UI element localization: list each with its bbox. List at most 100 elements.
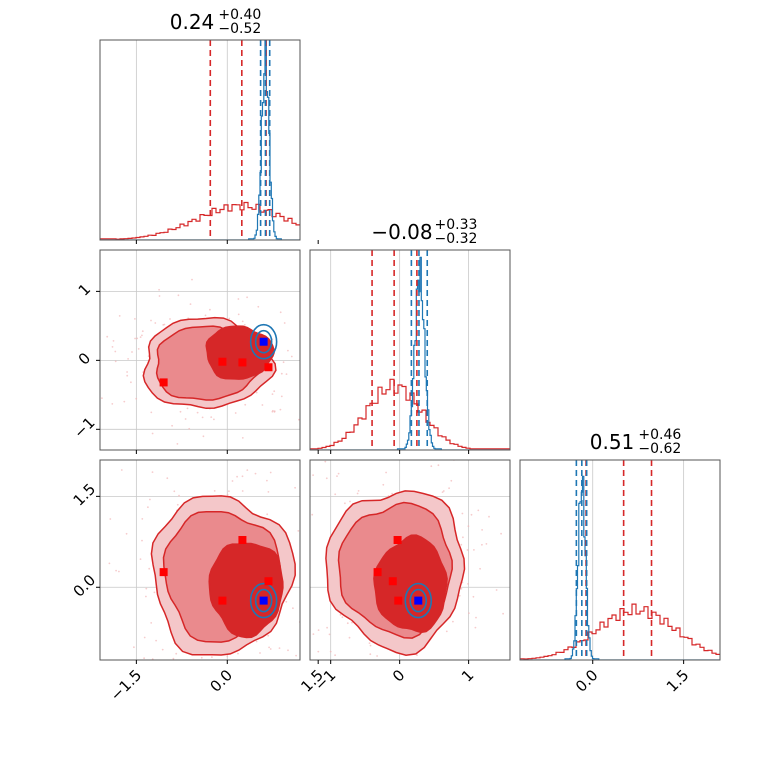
sample-point — [416, 654, 418, 657]
sample-point — [468, 612, 470, 614]
sample-point — [134, 318, 136, 320]
sample-point — [502, 612, 504, 615]
sample-point — [147, 506, 149, 509]
sample-point — [201, 425, 203, 427]
sample-point — [328, 633, 331, 636]
panel-content — [520, 460, 720, 660]
sample-point — [317, 650, 320, 653]
sample-point — [280, 372, 283, 375]
sample-point — [266, 479, 268, 482]
marker-red — [218, 357, 227, 366]
pair-panel-0-2 — [88, 425, 301, 715]
sample-point — [172, 657, 175, 660]
sample-point — [108, 562, 111, 565]
sample-point — [367, 340, 369, 342]
sample-point — [382, 483, 385, 486]
sample-point — [145, 595, 147, 598]
sample-point — [317, 629, 320, 631]
sample-point — [462, 536, 464, 539]
sample-point — [430, 465, 433, 468]
sample-point — [326, 626, 328, 629]
sample-point — [475, 616, 477, 619]
sample-point — [474, 626, 477, 629]
sample-point — [151, 471, 154, 473]
sample-point — [452, 620, 454, 623]
sample-point — [458, 594, 461, 597]
sample-point — [154, 458, 156, 460]
sample-point — [324, 460, 327, 463]
sample-point — [289, 534, 291, 536]
sample-point — [178, 494, 180, 497]
sample-point — [236, 713, 238, 715]
sample-point — [139, 558, 142, 560]
sample-point — [224, 437, 226, 439]
sample-point — [369, 644, 372, 647]
sample-point — [283, 322, 286, 324]
y-tick-label: 0.0 — [70, 571, 100, 601]
sample-point — [442, 490, 445, 492]
sample-point — [307, 350, 309, 352]
sample-point — [126, 371, 128, 373]
sample-point — [127, 358, 129, 360]
sample-point — [337, 472, 340, 475]
sample-point — [196, 682, 198, 684]
sample-point — [292, 607, 294, 610]
sample-point — [120, 469, 123, 471]
sample-point — [135, 397, 138, 400]
sample-point — [420, 662, 422, 664]
sample-point — [368, 642, 371, 644]
x-tick-label: 0.0 — [207, 666, 237, 696]
sample-point — [211, 656, 213, 658]
sample-point — [200, 656, 203, 659]
sample-point — [273, 410, 276, 413]
sample-point — [302, 485, 304, 487]
pair-panel-0-1 — [99, 249, 333, 451]
blue-contour-outer — [404, 582, 433, 619]
marker-red — [264, 577, 273, 586]
sample-point — [176, 443, 179, 445]
sample-point — [251, 685, 253, 687]
sample-point — [466, 549, 469, 551]
sample-point — [423, 670, 425, 672]
sample-point — [331, 354, 333, 356]
param-title-0: 0.24 — [170, 10, 215, 34]
sample-point — [246, 296, 249, 299]
sample-point — [228, 490, 230, 493]
sample-point — [293, 548, 295, 550]
sample-point — [241, 475, 244, 478]
sample-point — [267, 634, 270, 637]
sample-point — [512, 473, 514, 475]
sample-point — [137, 457, 139, 459]
sample-point — [196, 411, 199, 414]
axes-frame — [309, 249, 511, 451]
sample-point — [255, 391, 258, 394]
sample-point — [133, 646, 135, 649]
sample-point — [353, 696, 355, 698]
sample-point — [268, 646, 270, 649]
sample-point — [460, 587, 463, 590]
sample-point — [88, 523, 90, 525]
sample-point — [474, 670, 476, 672]
sample-point — [118, 570, 120, 573]
sample-point — [241, 437, 244, 439]
sample-point — [510, 594, 512, 596]
histogram-step — [520, 603, 720, 660]
sample-point — [209, 308, 211, 311]
marker-red — [238, 536, 247, 544]
sample-point — [295, 654, 297, 657]
param-title-minus-2: −0.62 — [638, 441, 681, 457]
marker-red — [159, 568, 168, 577]
sample-point — [188, 684, 190, 686]
axes-frame — [309, 459, 511, 661]
sample-point — [141, 334, 143, 337]
sample-point — [312, 474, 314, 476]
sample-point — [173, 490, 176, 493]
sample-point — [495, 589, 498, 591]
sample-point — [150, 622, 153, 624]
axes-frame — [99, 39, 301, 241]
param-title-minus-1: −0.32 — [435, 231, 478, 247]
y-tick-label: 0 — [75, 349, 94, 368]
sample-point — [106, 335, 109, 338]
sample-point — [136, 337, 139, 340]
y-tick-label: 1 — [75, 280, 94, 299]
